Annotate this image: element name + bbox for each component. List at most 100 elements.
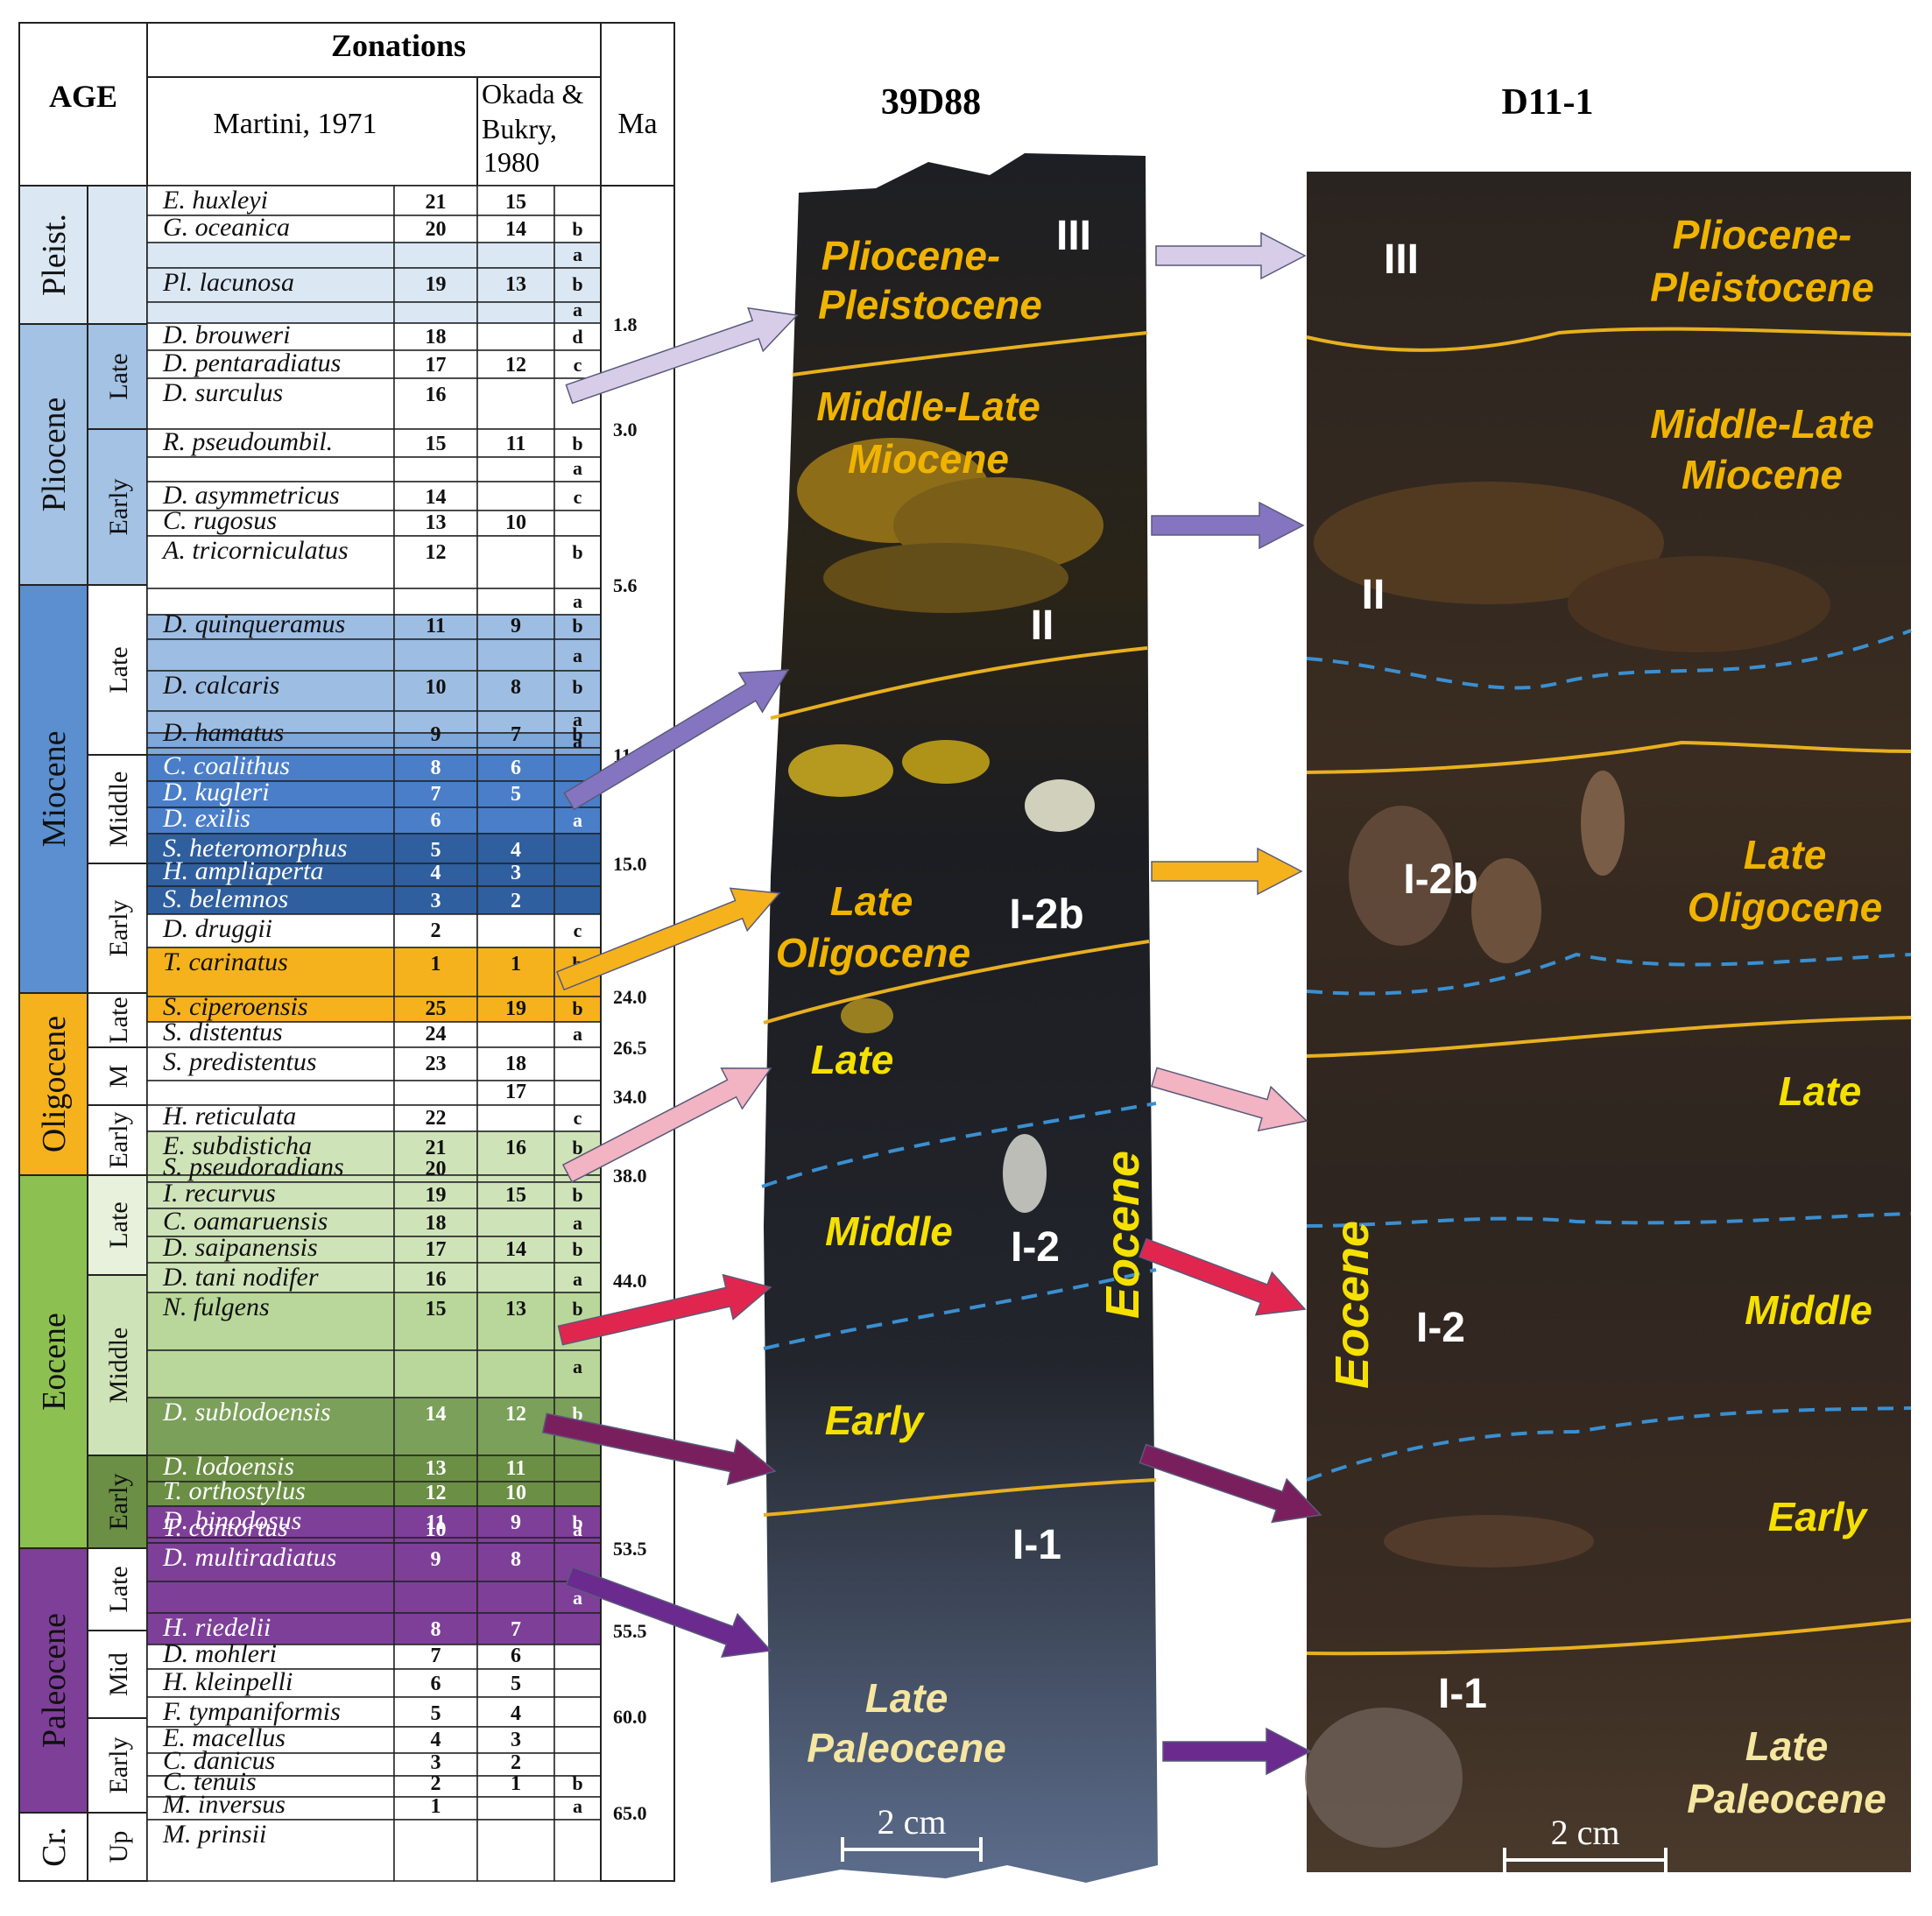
cn-cell [476, 913, 555, 948]
zone-name: Pl. lacunosa [162, 268, 294, 297]
cn-number: 12 [505, 1403, 526, 1426]
cn-number: 4 [511, 1702, 521, 1725]
cn-sub-cell [554, 807, 602, 835]
zone-name-cell [146, 1455, 395, 1483]
nn-number: 13 [426, 511, 447, 534]
zone-row: C. rugosus 13 10 [146, 506, 602, 537]
cn-sub-cell [554, 996, 602, 1023]
zone-name: D. hamatus [162, 718, 284, 747]
cn-cell [476, 1021, 555, 1048]
core1-boundary-III-II [792, 331, 1148, 377]
header-okada-line2: Bukry, [482, 113, 557, 144]
cn-subzone: a [573, 1212, 582, 1234]
nn-cell [393, 863, 478, 887]
nn-number: 19 [426, 1184, 447, 1207]
nn-number: 3 [431, 890, 441, 912]
cn-cell [476, 1208, 555, 1237]
cn-number: 14 [505, 218, 526, 241]
cn-subzone: a [573, 645, 582, 666]
cn-sub-cell [554, 185, 602, 216]
cn-number: 7 [511, 1618, 521, 1641]
zone-name: D. lodoensis [162, 1452, 294, 1481]
zone-row: G. oceanica 20 14 b [146, 213, 602, 243]
cn-subzone: a [573, 1268, 582, 1290]
cn-cell [476, 301, 555, 324]
zone-name: D. quinqueramus [162, 609, 345, 638]
zone-name: T. contortus [163, 1513, 288, 1542]
nn-cell [393, 947, 478, 997]
zone-row: D. saipanensis 17 14 b [146, 1233, 602, 1264]
core2-age-plio-2: Pleistocene [1650, 264, 1874, 310]
zone-name-cell [146, 710, 395, 734]
cn-sub-cell [554, 301, 602, 324]
zone-row: D. sublodoensis 14 12 b [146, 1397, 602, 1456]
cn-number: 11 [506, 433, 526, 455]
zone-row: H. ampliaperta 4 3 [146, 856, 602, 887]
cn-subzone: a [573, 708, 582, 730]
core2-boundary-I2b-late [1306, 1016, 1912, 1058]
zone-row: C. tenuis 2 1 b [146, 1767, 602, 1798]
core2-boundary-middle-early [1306, 1406, 1912, 1482]
zone-row: I. recurvus 19 15 b [146, 1179, 602, 1209]
cn-subzone: b [572, 1511, 582, 1533]
nn-number: 10 [426, 676, 447, 699]
core1-unit-I1: I-1 [1012, 1522, 1061, 1568]
cn-cell [476, 428, 555, 458]
cn-sub-cell [554, 885, 602, 915]
epoch-label: Cr. [36, 1827, 73, 1866]
cn-sub-cell [554, 588, 602, 616]
cn-cell [476, 638, 555, 672]
cn-cell [476, 185, 555, 216]
cn-cell [476, 780, 555, 808]
epoch-cell: Miocene [18, 584, 88, 994]
cn-cell [476, 510, 555, 537]
correlation-arrow [1162, 1727, 1312, 1776]
cn-subzone: b [572, 1184, 582, 1206]
core2-age-eo-early: Early [1768, 1494, 1869, 1539]
correlation-arrow [1151, 847, 1303, 896]
zone-name: E. subdisticha [162, 1131, 312, 1160]
ma-column: 1.83.05.61115.024.026.534.038.044.053.55… [600, 185, 675, 1882]
zone-row: a [146, 638, 602, 672]
nn-cell [393, 535, 478, 589]
zone-row: D. druggii 2 c [146, 913, 602, 948]
cn-cell [476, 1537, 555, 1544]
cn-sub-cell [554, 1481, 602, 1507]
zone-name-cell [146, 510, 395, 537]
nn-number: 5 [431, 839, 441, 862]
cn-number: 15 [505, 1184, 526, 1207]
nn-number: 10 [426, 1518, 447, 1541]
cn-subzone: b [572, 1772, 582, 1794]
zone-name: D. calcaris [162, 671, 279, 700]
nn-number: 15 [426, 433, 447, 455]
cn-cell [476, 242, 555, 269]
nn-number: 17 [426, 354, 447, 377]
epoch-cell: Pleist. [18, 185, 88, 325]
ma-tick-label: 5.6 [613, 574, 638, 596]
nn-number: 11 [426, 1511, 446, 1534]
subepoch-cell: Early [87, 863, 148, 994]
epoch-cell: Paleocene [18, 1547, 88, 1814]
ma-tick-label: 55.5 [613, 1620, 647, 1642]
cn-cell [476, 481, 555, 511]
nn-number: 14 [426, 486, 447, 509]
cn-subzone: b [572, 273, 582, 295]
zone-name: C. tenuis [163, 1767, 257, 1796]
zone-row: a [146, 1349, 602, 1398]
zone-row: H. riedelii 8 7 [146, 1612, 602, 1645]
core2-unit-I2b: I-2b [1403, 856, 1477, 903]
correlation-arrow [563, 669, 790, 811]
subepoch-label: Late [104, 1201, 133, 1248]
zone-name: H. reticulata [162, 1102, 296, 1131]
core2-boundary-I2b-dash [1306, 952, 1912, 996]
zone-row: T. contortus 10 a [146, 1513, 602, 1544]
cn-number: 13 [505, 1298, 526, 1321]
nn-number: 8 [431, 1618, 441, 1641]
nn-number: 15 [426, 1298, 447, 1321]
cn-cell [476, 377, 555, 430]
zone-name: D. surculus [162, 378, 283, 407]
cn-number: 4 [511, 839, 521, 862]
zone-name: D. sublodoensis [162, 1398, 331, 1426]
core2-eocene-vertical: Eocene [1326, 1221, 1378, 1389]
